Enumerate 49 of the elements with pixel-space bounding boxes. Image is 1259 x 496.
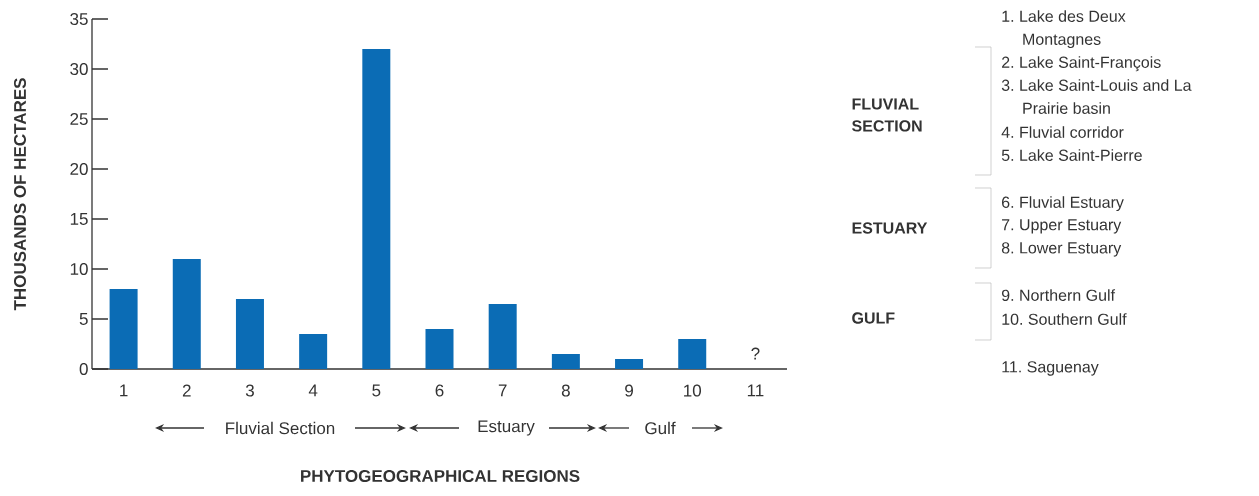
text: 4. Fluvial corridor: [1001, 126, 1124, 138]
x-tick-label: 4: [308, 384, 318, 397]
y-tick-label: 15: [70, 213, 88, 225]
text: 5. Lake Saint-Pierre: [1001, 149, 1142, 161]
x-tick-label: 2: [182, 384, 191, 397]
text: 6. Fluvial Estuary: [1002, 196, 1124, 212]
x-tick-label: 11: [747, 384, 764, 397]
annotation: ?: [751, 347, 760, 360]
bar: [299, 334, 328, 369]
text: 1. Lake des Deux Montagnes: [1002, 10, 1126, 49]
x-tick-label: 5: [372, 384, 381, 397]
text: 7. Upper Estuary: [1002, 219, 1122, 234]
bar: [678, 339, 707, 369]
y-axis-title: THOUSANDS OF HECTARES: [13, 78, 27, 311]
x-axis-title: PHYTOGEOGRAPHICAL REGIONS: [301, 469, 580, 483]
bar: [109, 289, 138, 369]
y-tick-label: 25: [70, 112, 88, 126]
x-tick-label: 6: [435, 384, 444, 397]
y-tick-label: 30: [70, 62, 88, 76]
bar: [425, 329, 454, 369]
text: ESTUARY: [852, 222, 928, 234]
text: Gulf: [645, 421, 676, 435]
x-tick-label: 8: [561, 384, 570, 397]
y-tick-label: 20: [70, 162, 88, 176]
y-tick-label: 35: [70, 12, 88, 26]
y-tick-label: 10: [70, 262, 88, 276]
bar: [615, 359, 644, 369]
bar: [172, 259, 201, 369]
text: 3. Lake Saint-Louis and La Prairie basin: [1001, 79, 1192, 114]
text: FLUVIAL SECTION: [852, 98, 922, 132]
x-tick-label: 1: [120, 384, 128, 397]
text: 9. Northern Gulf: [1001, 289, 1116, 301]
text: Fluvial Section: [226, 421, 335, 435]
y-tick-label: 0: [79, 362, 88, 376]
text: 8. Lower Estuary: [1001, 242, 1122, 257]
x-tick-label: 10: [684, 384, 702, 397]
text: GULF: [852, 312, 895, 324]
text: 11. Saguenay: [1002, 361, 1099, 376]
x-tick-label: 7: [498, 384, 507, 397]
bar: [235, 299, 264, 369]
x-tick-label: 3: [245, 384, 254, 397]
y-tick-label: 5: [79, 313, 88, 325]
text: 2. Lake Saint-François: [1002, 56, 1161, 72]
bar: [362, 49, 391, 369]
x-tick-label: 9: [625, 384, 633, 397]
bar: [551, 354, 580, 369]
text: Estuary: [478, 420, 535, 436]
bar: [488, 304, 517, 369]
text: 10. Southern Gulf: [1002, 313, 1127, 325]
